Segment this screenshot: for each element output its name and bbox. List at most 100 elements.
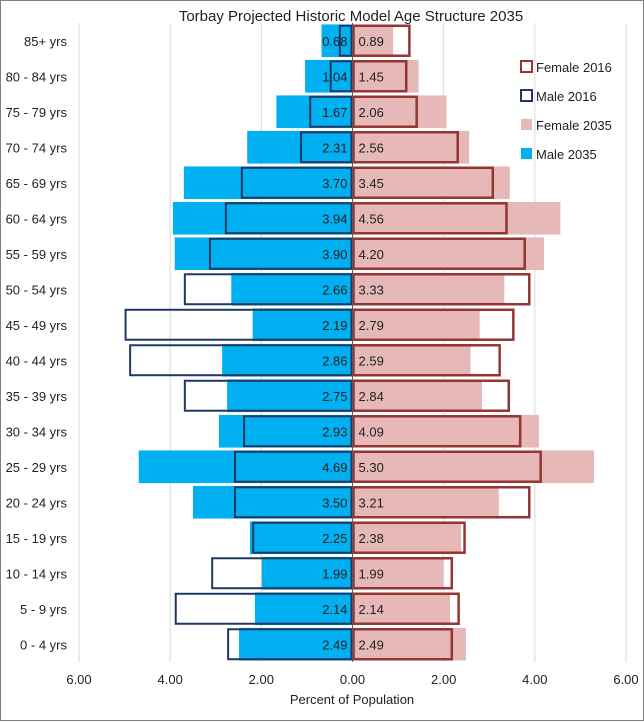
data-label-male-2035: 3.90 [322, 247, 347, 262]
data-label-male-2035: 1.99 [322, 566, 347, 581]
legend-label: Female 2016 [536, 60, 612, 75]
bar-male-2016 [124, 308, 353, 341]
bar-female-2016 [352, 60, 408, 93]
bar-female-2016 [352, 486, 531, 519]
bar-female-2016 [352, 628, 454, 661]
bar-male-2035 [218, 414, 353, 448]
data-label-male-2035: 3.50 [322, 495, 347, 510]
legend-swatch [521, 148, 532, 159]
bar-female-2035 [352, 379, 482, 413]
bar-male-2035 [276, 95, 353, 129]
data-label-female-2035: 5.30 [359, 460, 384, 475]
bar-male-2016 [224, 202, 353, 235]
bar-female-2016 [352, 237, 526, 270]
data-label-male-2035: 2.86 [322, 353, 347, 368]
data-label-male-2035: 2.31 [322, 140, 347, 155]
legend-swatch [520, 60, 533, 73]
bar-female-2035 [352, 272, 505, 306]
bar-female-2035 [352, 592, 451, 626]
bar-male-2035 [138, 450, 353, 484]
data-label-male-2035: 2.25 [322, 531, 347, 546]
data-label-female-2035: 2.49 [359, 637, 384, 652]
legend: Female 2016 Male 2016 Female 2035 Male 2035 [520, 60, 612, 162]
bar-female-2016 [352, 166, 495, 199]
bar-male-2035 [238, 627, 353, 661]
x-tick-label: 6.00 [66, 672, 91, 687]
bar-female-2016 [352, 557, 454, 590]
category-label: 10 - 14 yrs [6, 566, 68, 581]
bar-male-2035 [252, 308, 353, 342]
bar-male-2035 [222, 343, 353, 377]
bar-female-2035 [352, 521, 461, 555]
bar-male-2016 [240, 166, 353, 199]
bar-female-2016 [352, 95, 418, 128]
data-label-male-2035: 4.69 [322, 460, 347, 475]
data-label-male-2035: 2.19 [322, 318, 347, 333]
bar-female-2016 [352, 202, 508, 235]
bar-female-2035 [352, 485, 499, 519]
category-label: 50 - 54 yrs [6, 282, 68, 297]
data-label-female-2035: 4.09 [359, 424, 384, 439]
legend-label: Male 2016 [536, 89, 597, 104]
data-label-female-2035: 0.89 [359, 34, 384, 49]
data-label-male-2035: 2.14 [322, 602, 347, 617]
data-label-female-2035: 2.14 [359, 602, 384, 617]
bar-female-2016 [352, 450, 542, 483]
data-label-male-2035: 2.66 [322, 282, 347, 297]
data-label-male-2035: 3.94 [322, 211, 347, 226]
data-label-female-2035: 2.59 [359, 353, 384, 368]
bar-female-2035 [352, 414, 539, 448]
data-label-male-2035: 2.49 [322, 637, 347, 652]
bar-male-2035 [174, 237, 353, 271]
legend-swatch [521, 119, 532, 130]
category-label: 45 - 49 yrs [6, 318, 68, 333]
bar-female-2035 [352, 166, 510, 200]
bar-male-2016 [300, 131, 353, 164]
category-label: 75 - 79 yrs [6, 105, 68, 120]
data-label-female-2035: 2.38 [359, 531, 384, 546]
x-tick-label: 0.00 [340, 672, 365, 687]
bar-male-2035 [227, 379, 353, 413]
data-label-male-2035: 3.70 [322, 176, 347, 191]
legend-label: Male 2035 [536, 147, 597, 162]
data-label-male-2035: 0.68 [322, 34, 347, 49]
x-tick-label: 6.00 [613, 672, 638, 687]
category-label: 15 - 19 yrs [6, 531, 68, 546]
bar-female-2035 [352, 201, 561, 235]
category-label: 40 - 44 yrs [6, 353, 68, 368]
bar-female-2035 [352, 95, 447, 129]
data-label-female-2035: 4.20 [359, 247, 384, 262]
category-label: 65 - 69 yrs [6, 176, 68, 191]
data-label-female-2035: 1.45 [359, 69, 384, 84]
x-tick-label: 4.00 [158, 672, 183, 687]
bar-male-2016 [174, 592, 353, 625]
chart-title: Torbay Projected Historic Model Age Stru… [179, 8, 523, 25]
bar-male-2035 [249, 521, 353, 555]
x-tick-label: 4.00 [522, 672, 547, 687]
bar-female-2016 [352, 308, 515, 341]
data-label-female-2035: 2.56 [359, 140, 384, 155]
data-label-male-2035: 1.04 [322, 69, 347, 84]
legend-label: Female 2035 [536, 118, 612, 133]
bar-male-2035 [305, 59, 353, 93]
data-label-female-2035: 2.06 [359, 105, 384, 120]
category-label: 35 - 39 yrs [6, 389, 68, 404]
bar-male-2016 [183, 273, 353, 306]
legend-swatch [520, 89, 533, 102]
category-label: 0 - 4 yrs [20, 637, 67, 652]
bar-male-2035 [172, 201, 353, 235]
category-label: 5 - 9 yrs [20, 602, 67, 617]
bar-male-2035 [254, 592, 353, 626]
category-label: 70 - 74 yrs [6, 140, 68, 155]
bar-female-2035 [352, 130, 470, 164]
bar-male-2016 [338, 24, 353, 57]
bar-male-2035 [321, 24, 353, 58]
bar-female-2016 [352, 273, 531, 306]
bar-female-2035 [352, 24, 394, 58]
bar-male-2016 [227, 628, 353, 661]
category-labels: 85+ yrs 80 - 84 yrs 75 - 79 yrs 70 - 74 yrs… [6, 34, 68, 653]
bars-layer: 0.68 0.89 1.04 1.45 1.67 2.06 2.31 2.56 3.70 3.45… [124, 23, 595, 662]
category-label: 60 - 64 yrs [6, 211, 68, 226]
